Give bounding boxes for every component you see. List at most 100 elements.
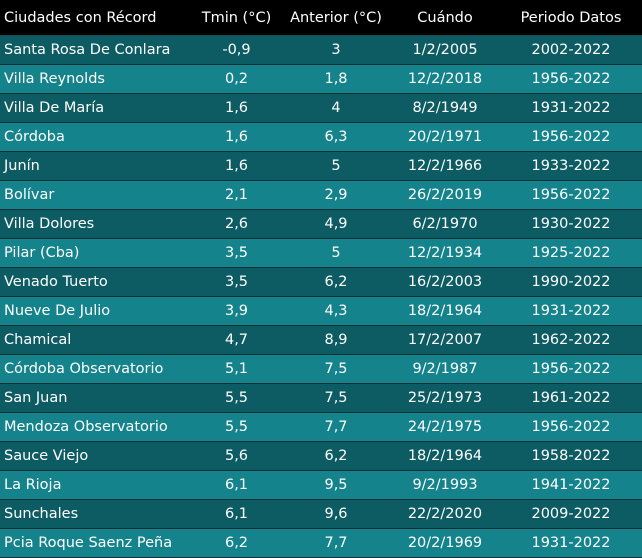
cell-period: 1931-2022 xyxy=(500,296,642,326)
cell-city: Bolívar xyxy=(0,180,191,210)
cell-period: 1956-2022 xyxy=(500,64,642,94)
table-row: Pcia Roque Saenz Peña 6,2 7,7 20/2/1969 1931… xyxy=(0,528,642,558)
cell-period: 1956-2022 xyxy=(500,412,642,442)
cell-period: 1933-2022 xyxy=(500,151,642,181)
cell-period: 1962-2022 xyxy=(500,325,642,355)
cell-when: 25/2/1973 xyxy=(390,383,500,413)
cell-previous: 4 xyxy=(282,93,390,123)
table-row: Bolívar 2,1 2,9 26/2/2019 1956-2022 xyxy=(0,180,642,210)
cell-when: 9/2/1987 xyxy=(390,354,500,384)
cell-city: Chamical xyxy=(0,325,191,355)
table-row: Mendoza Observatorio 5,5 7,7 24/2/1975 1956-… xyxy=(0,412,642,442)
cell-previous: 4,3 xyxy=(282,296,390,326)
header-period: Periodo Datos xyxy=(500,0,642,36)
cell-tmin: 4,7 xyxy=(191,325,282,355)
cell-period: 1941-2022 xyxy=(500,470,642,500)
cell-city: Villa Reynolds xyxy=(0,64,191,94)
cell-previous: 6,3 xyxy=(282,122,390,152)
cell-tmin: 3,9 xyxy=(191,296,282,326)
cell-when: 12/2/2018 xyxy=(390,64,500,94)
cell-when: 12/2/1934 xyxy=(390,238,500,268)
cell-city: San Juan xyxy=(0,383,191,413)
cell-previous: 5 xyxy=(282,238,390,268)
cell-when: 22/2/2020 xyxy=(390,499,500,529)
cell-previous: 9,5 xyxy=(282,470,390,500)
cell-when: 17/2/2007 xyxy=(390,325,500,355)
table-row: San Juan 5,5 7,5 25/2/1973 1961-2022 xyxy=(0,383,642,413)
cell-tmin: 6,2 xyxy=(191,528,282,558)
cell-city: Sunchales xyxy=(0,499,191,529)
table-row: Venado Tuerto 3,5 6,2 16/2/2003 1990-2022 xyxy=(0,267,642,297)
cell-previous: 9,6 xyxy=(282,499,390,529)
header-previous: Anterior (°C) xyxy=(282,0,390,36)
cell-city: Villa Dolores xyxy=(0,209,191,239)
header-city: Ciudades con Récord xyxy=(0,0,191,36)
cell-previous: 2,9 xyxy=(282,180,390,210)
table-body: Santa Rosa De Conlara -0,9 3 1/2/2005 2002-2… xyxy=(0,35,642,558)
cell-previous: 6,2 xyxy=(282,441,390,471)
table-row: Córdoba Observatorio 5,1 7,5 9/2/1987 1956-2… xyxy=(0,354,642,384)
cell-previous: 8,9 xyxy=(282,325,390,355)
cell-previous: 1,8 xyxy=(282,64,390,94)
cell-period: 1956-2022 xyxy=(500,180,642,210)
cell-period: 2002-2022 xyxy=(500,35,642,65)
table-row: Nueve De Julio 3,9 4,3 18/2/1964 1931-2022 xyxy=(0,296,642,326)
cell-city: Mendoza Observatorio xyxy=(0,412,191,442)
cell-previous: 7,5 xyxy=(282,383,390,413)
cell-previous: 7,7 xyxy=(282,528,390,558)
table-row: Villa Dolores 2,6 4,9 6/2/1970 1930-2022 xyxy=(0,209,642,239)
table-row: Chamical 4,7 8,9 17/2/2007 1962-2022 xyxy=(0,325,642,355)
cell-tmin: 6,1 xyxy=(191,499,282,529)
table-row: La Rioja 6,1 9,5 9/2/1993 1941-2022 xyxy=(0,470,642,500)
header-when: Cuándo xyxy=(390,0,500,36)
cell-when: 8/2/1949 xyxy=(390,93,500,123)
cell-tmin: 1,6 xyxy=(191,93,282,123)
cell-city: Venado Tuerto xyxy=(0,267,191,297)
cell-tmin: 2,6 xyxy=(191,209,282,239)
cell-period: 1958-2022 xyxy=(500,441,642,471)
cell-period: 1930-2022 xyxy=(500,209,642,239)
table-row: Villa De María 1,6 4 8/2/1949 1931-2022 xyxy=(0,93,642,123)
cell-tmin: 5,5 xyxy=(191,412,282,442)
cell-period: 1931-2022 xyxy=(500,528,642,558)
cell-period: 1925-2022 xyxy=(500,238,642,268)
cell-tmin: 5,5 xyxy=(191,383,282,413)
cell-tmin: -0,9 xyxy=(191,35,282,65)
cell-when: 18/2/1964 xyxy=(390,441,500,471)
cell-period: 1961-2022 xyxy=(500,383,642,413)
cell-when: 6/2/1970 xyxy=(390,209,500,239)
cell-previous: 7,7 xyxy=(282,412,390,442)
cell-city: Sauce Viejo xyxy=(0,441,191,471)
cell-city: Pilar (Cba) xyxy=(0,238,191,268)
cell-period: 1931-2022 xyxy=(500,93,642,123)
cell-city: Córdoba xyxy=(0,122,191,152)
cell-city: Nueve De Julio xyxy=(0,296,191,326)
cell-when: 16/2/2003 xyxy=(390,267,500,297)
cell-tmin: 3,5 xyxy=(191,267,282,297)
cell-when: 12/2/1966 xyxy=(390,151,500,181)
cell-when: 24/2/1975 xyxy=(390,412,500,442)
cell-when: 26/2/2019 xyxy=(390,180,500,210)
cell-when: 20/2/1971 xyxy=(390,122,500,152)
table-row: Pilar (Cba) 3,5 5 12/2/1934 1925-2022 xyxy=(0,238,642,268)
cell-tmin: 6,1 xyxy=(191,470,282,500)
cell-tmin: 0,2 xyxy=(191,64,282,94)
table-row: Córdoba 1,6 6,3 20/2/1971 1956-2022 xyxy=(0,122,642,152)
cell-period: 1990-2022 xyxy=(500,267,642,297)
table-row: Santa Rosa De Conlara -0,9 3 1/2/2005 2002-2… xyxy=(0,35,642,65)
cell-previous: 4,9 xyxy=(282,209,390,239)
table-row: Sunchales 6,1 9,6 22/2/2020 2009-2022 xyxy=(0,499,642,529)
cell-city: Villa De María xyxy=(0,93,191,123)
table-row: Junín 1,6 5 12/2/1966 1933-2022 xyxy=(0,151,642,181)
cell-when: 18/2/1964 xyxy=(390,296,500,326)
cell-period: 2009-2022 xyxy=(500,499,642,529)
header-tmin: Tmin (°C) xyxy=(191,0,282,36)
cell-previous: 7,5 xyxy=(282,354,390,384)
cell-when: 1/2/2005 xyxy=(390,35,500,65)
cell-city: Córdoba Observatorio xyxy=(0,354,191,384)
cell-tmin: 5,6 xyxy=(191,441,282,471)
table-row: Sauce Viejo 5,6 6,2 18/2/1964 1958-2022 xyxy=(0,441,642,471)
cell-tmin: 3,5 xyxy=(191,238,282,268)
cell-city: Junín xyxy=(0,151,191,181)
